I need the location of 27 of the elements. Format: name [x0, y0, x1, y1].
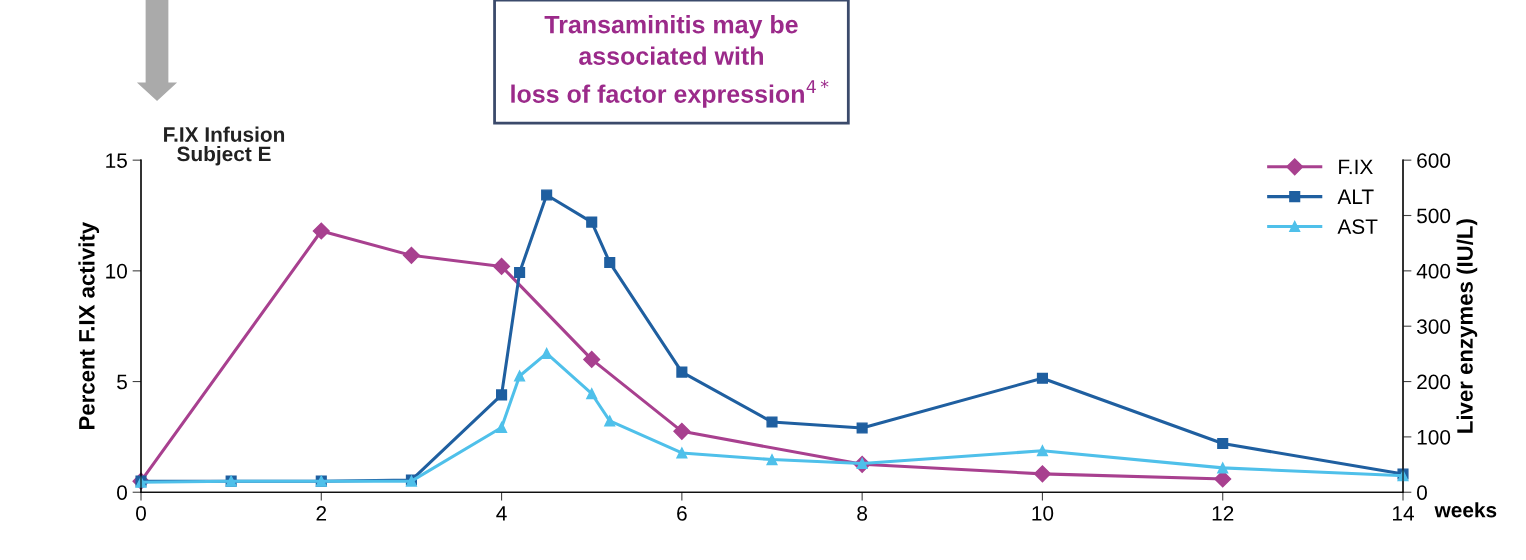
annotation: F.IX Infusion Subject E — [164, 126, 285, 166]
y2-tick-label: 400 — [1416, 263, 1451, 279]
y-tick-label: 0 — [117, 485, 127, 500]
y-tick-label: 10 — [106, 263, 127, 279]
y2-tick-label: 300 — [1416, 319, 1451, 334]
legend-label: F.IX — [1339, 159, 1373, 175]
y2-tick-label: 500 — [1417, 208, 1451, 224]
y-axis-title: Percent F.IX activity — [78, 221, 100, 430]
y2-tick-label: 100 — [1417, 429, 1451, 445]
legend-label: AST — [1337, 219, 1378, 234]
x-tick-label: 10 — [1032, 505, 1054, 521]
y-tick-label: 5 — [117, 374, 127, 390]
x-tick-label: 12 — [1212, 505, 1234, 521]
legend-label: ALT — [1337, 189, 1374, 204]
x-tick-label: 8 — [857, 505, 868, 521]
y2-tick-label: 200 — [1417, 374, 1451, 390]
y2-tick-label: 600 — [1417, 153, 1451, 168]
x-tick-label: 6 — [677, 505, 687, 521]
y2-tick-label: 0 — [1417, 485, 1427, 500]
y2-axis-title: Liver enzymes (IU/L) — [1456, 219, 1478, 433]
x-tick-label: 14 — [1393, 506, 1414, 521]
x-axis-title: weeks — [1434, 502, 1497, 518]
x-tick-label: 0 — [136, 505, 146, 521]
x-tick-label: 4 — [496, 506, 507, 521]
text: Transaminitis may be associated with loss of factor expression$^{4*}$ — [511, 15, 829, 108]
x-tick-label: 2 — [316, 505, 327, 521]
y-tick-label: 15 — [106, 153, 127, 168]
